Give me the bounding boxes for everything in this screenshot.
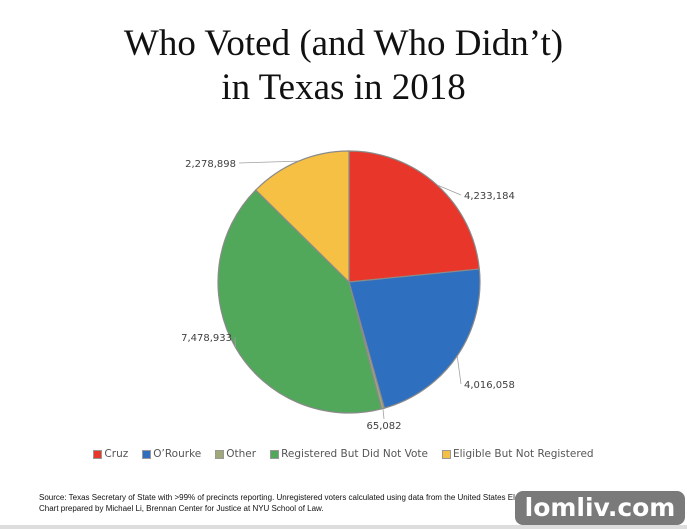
source-note: Source: Texas Secretary of State with >9…	[39, 493, 570, 502]
legend-swatch	[93, 449, 103, 459]
legend-item-0: Cruz	[93, 448, 128, 460]
credit-note: Chart prepared by Michael Li, Brennan Ce…	[39, 504, 324, 513]
pie-slice-4	[254, 150, 350, 284]
data-label-2: 65,082	[367, 421, 402, 432]
legend-swatch	[441, 449, 451, 459]
legend-item-3: Registered But Did Not Vote	[270, 448, 428, 460]
chart-title-line2: in Texas in 2018	[221, 67, 466, 108]
legend-label: O’Rourke	[153, 448, 202, 460]
legend-label: Other	[226, 448, 257, 460]
legend-swatch	[142, 449, 152, 459]
data-label-1: 4,016,058	[464, 380, 515, 391]
legend-item-4: Eligible But Not Registered	[441, 448, 594, 460]
pie-slice-0	[348, 150, 481, 283]
leader-line-0	[436, 184, 462, 196]
data-label-4: 2,278,898	[185, 159, 236, 170]
leader-line-1	[456, 355, 462, 385]
data-label-0: 4,233,184	[464, 191, 515, 202]
legend: Cruz O’Rourke Other Registered But Did Not …	[0, 448, 687, 460]
leader-line-2	[382, 408, 385, 420]
data-label-3: 7,478,933	[181, 333, 232, 344]
watermark: lomliv.com	[515, 491, 685, 525]
legend-swatch	[215, 449, 225, 459]
chart-title-line1: Who Voted (and Who Didn’t)	[123, 23, 564, 64]
legend-item-2: Other	[215, 448, 256, 460]
legend-label: Cruz	[104, 448, 129, 460]
legend-label: Registered But Did Not Vote	[281, 448, 428, 460]
legend-label: Eligible But Not Registered	[452, 448, 594, 460]
leader-line-4	[238, 160, 299, 164]
legend-item-1: O’Rourke	[142, 448, 201, 460]
legend-swatch	[270, 449, 280, 459]
bottom-bar	[0, 525, 687, 529]
